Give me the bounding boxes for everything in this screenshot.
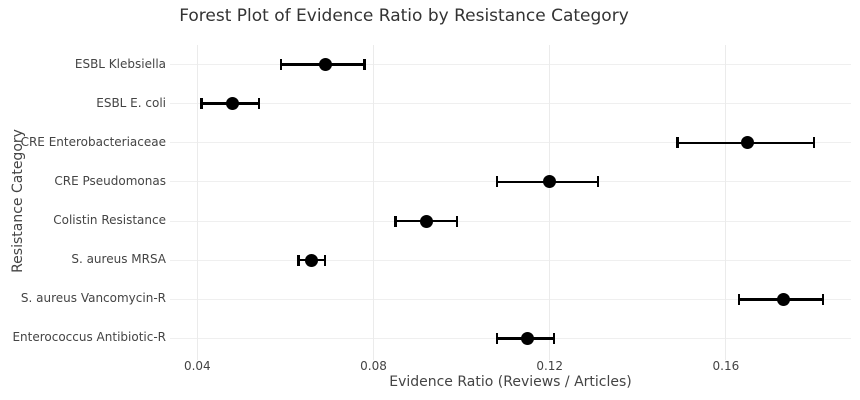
gridline-vertical <box>549 45 551 360</box>
error-bar-cap-left <box>737 293 741 305</box>
x-axis-tick-label: 0.04 <box>183 359 211 373</box>
error-bar-cap-left <box>394 215 397 227</box>
gridline-horizontal <box>170 220 851 222</box>
y-axis-category-label: S. aureus MRSA <box>71 252 166 267</box>
error-bar-cap-left <box>676 137 679 149</box>
error-bar-cap-right <box>552 332 556 344</box>
data-point-marker <box>543 175 557 189</box>
gridline-horizontal <box>170 103 851 105</box>
data-point-marker <box>419 214 433 228</box>
gridline-horizontal <box>170 142 851 144</box>
data-point-marker <box>741 136 755 150</box>
data-point-marker <box>226 97 240 111</box>
error-bar-cap-right <box>363 59 366 71</box>
x-axis-tick-label: 0.08 <box>360 359 387 373</box>
error-bar-cap-left <box>297 254 300 266</box>
y-axis-category-label: ESBL E. coli <box>96 95 166 110</box>
gridline-vertical <box>373 45 374 360</box>
error-bar-cap-right <box>821 293 825 305</box>
error-bar-cap-right <box>323 254 327 266</box>
y-axis-category-label: Enterococcus Antibiotic-R <box>12 330 166 345</box>
y-axis-category-label: CRE Enterobacteriaceae <box>20 134 166 149</box>
gridline-horizontal <box>170 259 851 261</box>
data-point-marker <box>318 58 332 72</box>
x-axis-tick-label: 0.12 <box>536 359 564 373</box>
gridline-vertical <box>725 45 727 360</box>
data-point-marker <box>776 292 790 306</box>
error-bar-cap-right <box>455 215 459 227</box>
error-bar-cap-right <box>257 98 261 110</box>
error-bar-cap-left <box>495 332 499 344</box>
data-point-marker <box>521 331 535 345</box>
y-axis-category-label: CRE Pseudomonas <box>54 173 166 188</box>
x-axis-title: Evidence Ratio (Reviews / Articles) <box>389 374 632 390</box>
y-axis-category-label: Colistin Resistance <box>53 213 166 228</box>
gridline-vertical <box>196 45 198 360</box>
gridline-horizontal <box>170 298 851 300</box>
data-point-marker <box>305 253 319 267</box>
chart-title: Forest Plot of Evidence Ratio by Resista… <box>179 6 629 26</box>
error-bar-cap-left <box>200 98 203 110</box>
y-axis-category-label: ESBL Klebsiella <box>74 56 166 71</box>
x-axis-tick-label: 0.16 <box>712 359 740 373</box>
error-bar-cap-left <box>495 176 499 188</box>
error-bar-cap-right <box>596 176 600 188</box>
error-bar-cap-right <box>812 137 816 149</box>
gridline-horizontal <box>170 64 851 66</box>
error-bar-cap-left <box>279 59 283 71</box>
y-axis-category-label: S. aureus Vancomycin-R <box>20 291 166 306</box>
